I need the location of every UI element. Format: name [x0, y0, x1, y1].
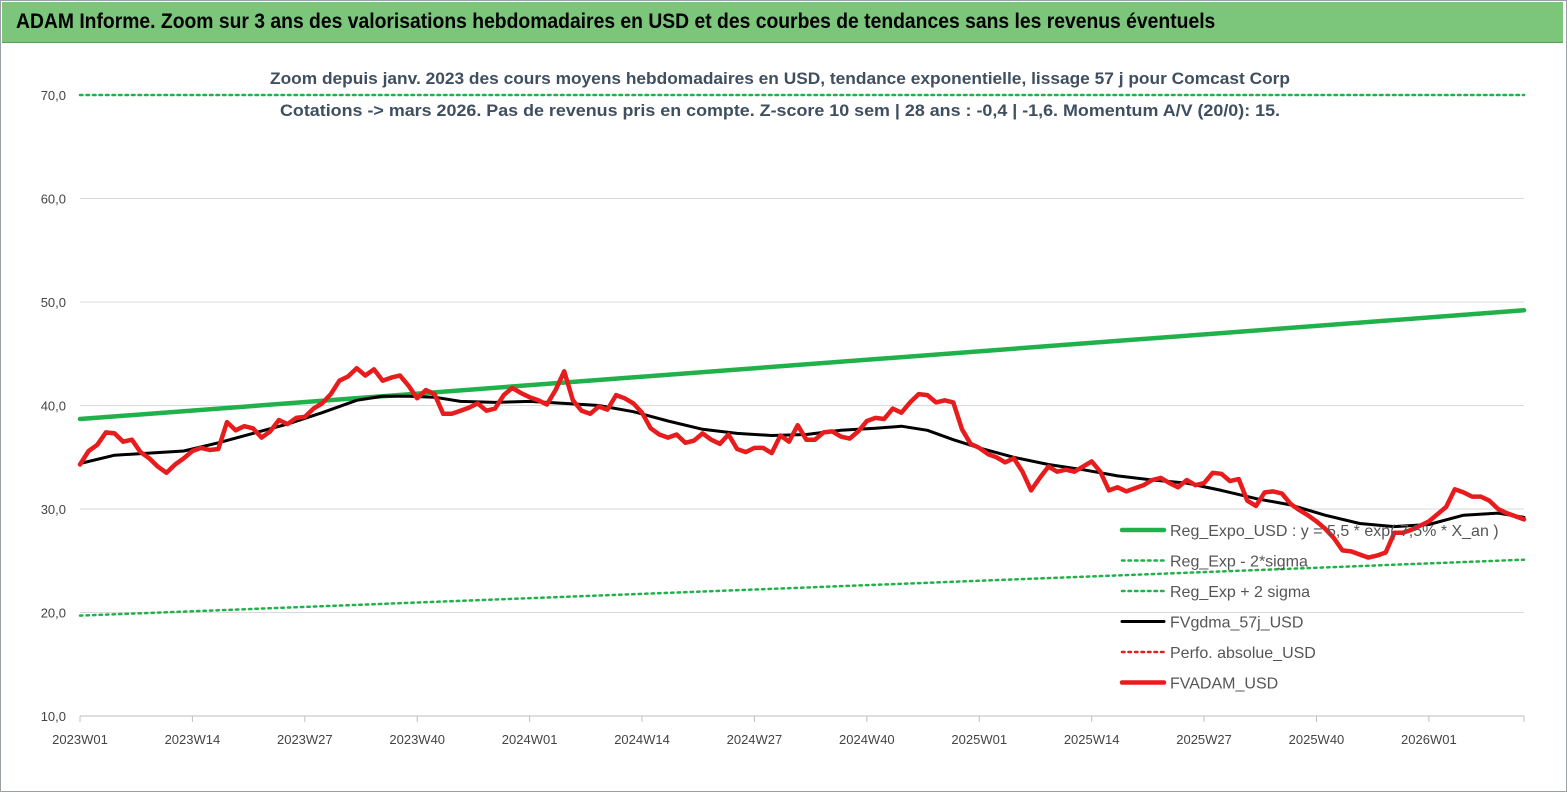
legend-label: Perfo. absolue_USD — [1170, 645, 1316, 662]
y-tick-label: 60,0 — [41, 192, 66, 207]
series-reg-expo-line — [77, 308, 1527, 422]
legend-label: Reg_Exp + 2 sigma — [1170, 584, 1310, 601]
grid-lines — [80, 94, 1524, 717]
x-tick-label: 2023W01 — [52, 732, 108, 747]
x-tick-label: 2023W40 — [389, 732, 445, 747]
axes: 10,0 20,0 30,0 40,0 50,0 60,0 70,0 2023W01 2023W… — [41, 88, 1525, 747]
y-tick-label: 70,0 — [41, 88, 66, 103]
x-tick-label: 2024W14 — [614, 732, 670, 747]
legend-label: FVgdma_57j_USD — [1170, 615, 1303, 632]
header-bar: ADAM Informe. Zoom sur 3 ans des valoris… — [2, 2, 1563, 43]
x-tick-label: 2024W27 — [727, 732, 783, 747]
chart-subtitle-line-2: Cotations -> mars 2026. Pas de revenus p… — [280, 101, 1280, 120]
page-title: ADAM Informe. Zoom sur 3 ans des valoris… — [16, 10, 1216, 33]
y-tick-label: 50,0 — [41, 295, 66, 310]
x-tick-label: 2025W01 — [951, 732, 1007, 747]
legend: Reg_Expo_USD : y = 5,5 * exp( 7,5% * X_a… — [1119, 523, 1499, 693]
legend-label: Reg_Exp - 2*sigma — [1170, 554, 1308, 571]
legend-label: FVADAM_USD — [1170, 676, 1278, 693]
series-layer — [77, 93, 1527, 617]
series-fvadam-line — [77, 365, 1527, 560]
x-tick-label: 2023W14 — [165, 732, 221, 747]
x-tick-label: 2024W40 — [839, 732, 895, 747]
y-tick-label: 30,0 — [41, 502, 66, 517]
y-tick-label: 10,0 — [41, 709, 66, 724]
x-tick-label: 2025W27 — [1176, 732, 1232, 747]
chart-subtitle-line-1: Zoom depuis janv. 2023 des cours moyens … — [270, 69, 1290, 88]
x-tick-label: 2026W01 — [1401, 732, 1457, 747]
series-fvgdma-line — [78, 394, 1526, 529]
x-tick-label: 2025W14 — [1064, 732, 1120, 747]
y-tick-label: 20,0 — [41, 606, 66, 621]
y-tick-label: 40,0 — [41, 399, 66, 414]
x-tick-label: 2024W01 — [502, 732, 558, 747]
legend-label: Reg_Expo_USD : y = 5,5 * exp( 7,5% * X_a… — [1170, 523, 1499, 540]
series-reg-minus-2sigma-line — [78, 558, 1526, 617]
x-tick-label: 2023W27 — [277, 732, 333, 747]
x-tick-label: 2025W40 — [1289, 732, 1345, 747]
